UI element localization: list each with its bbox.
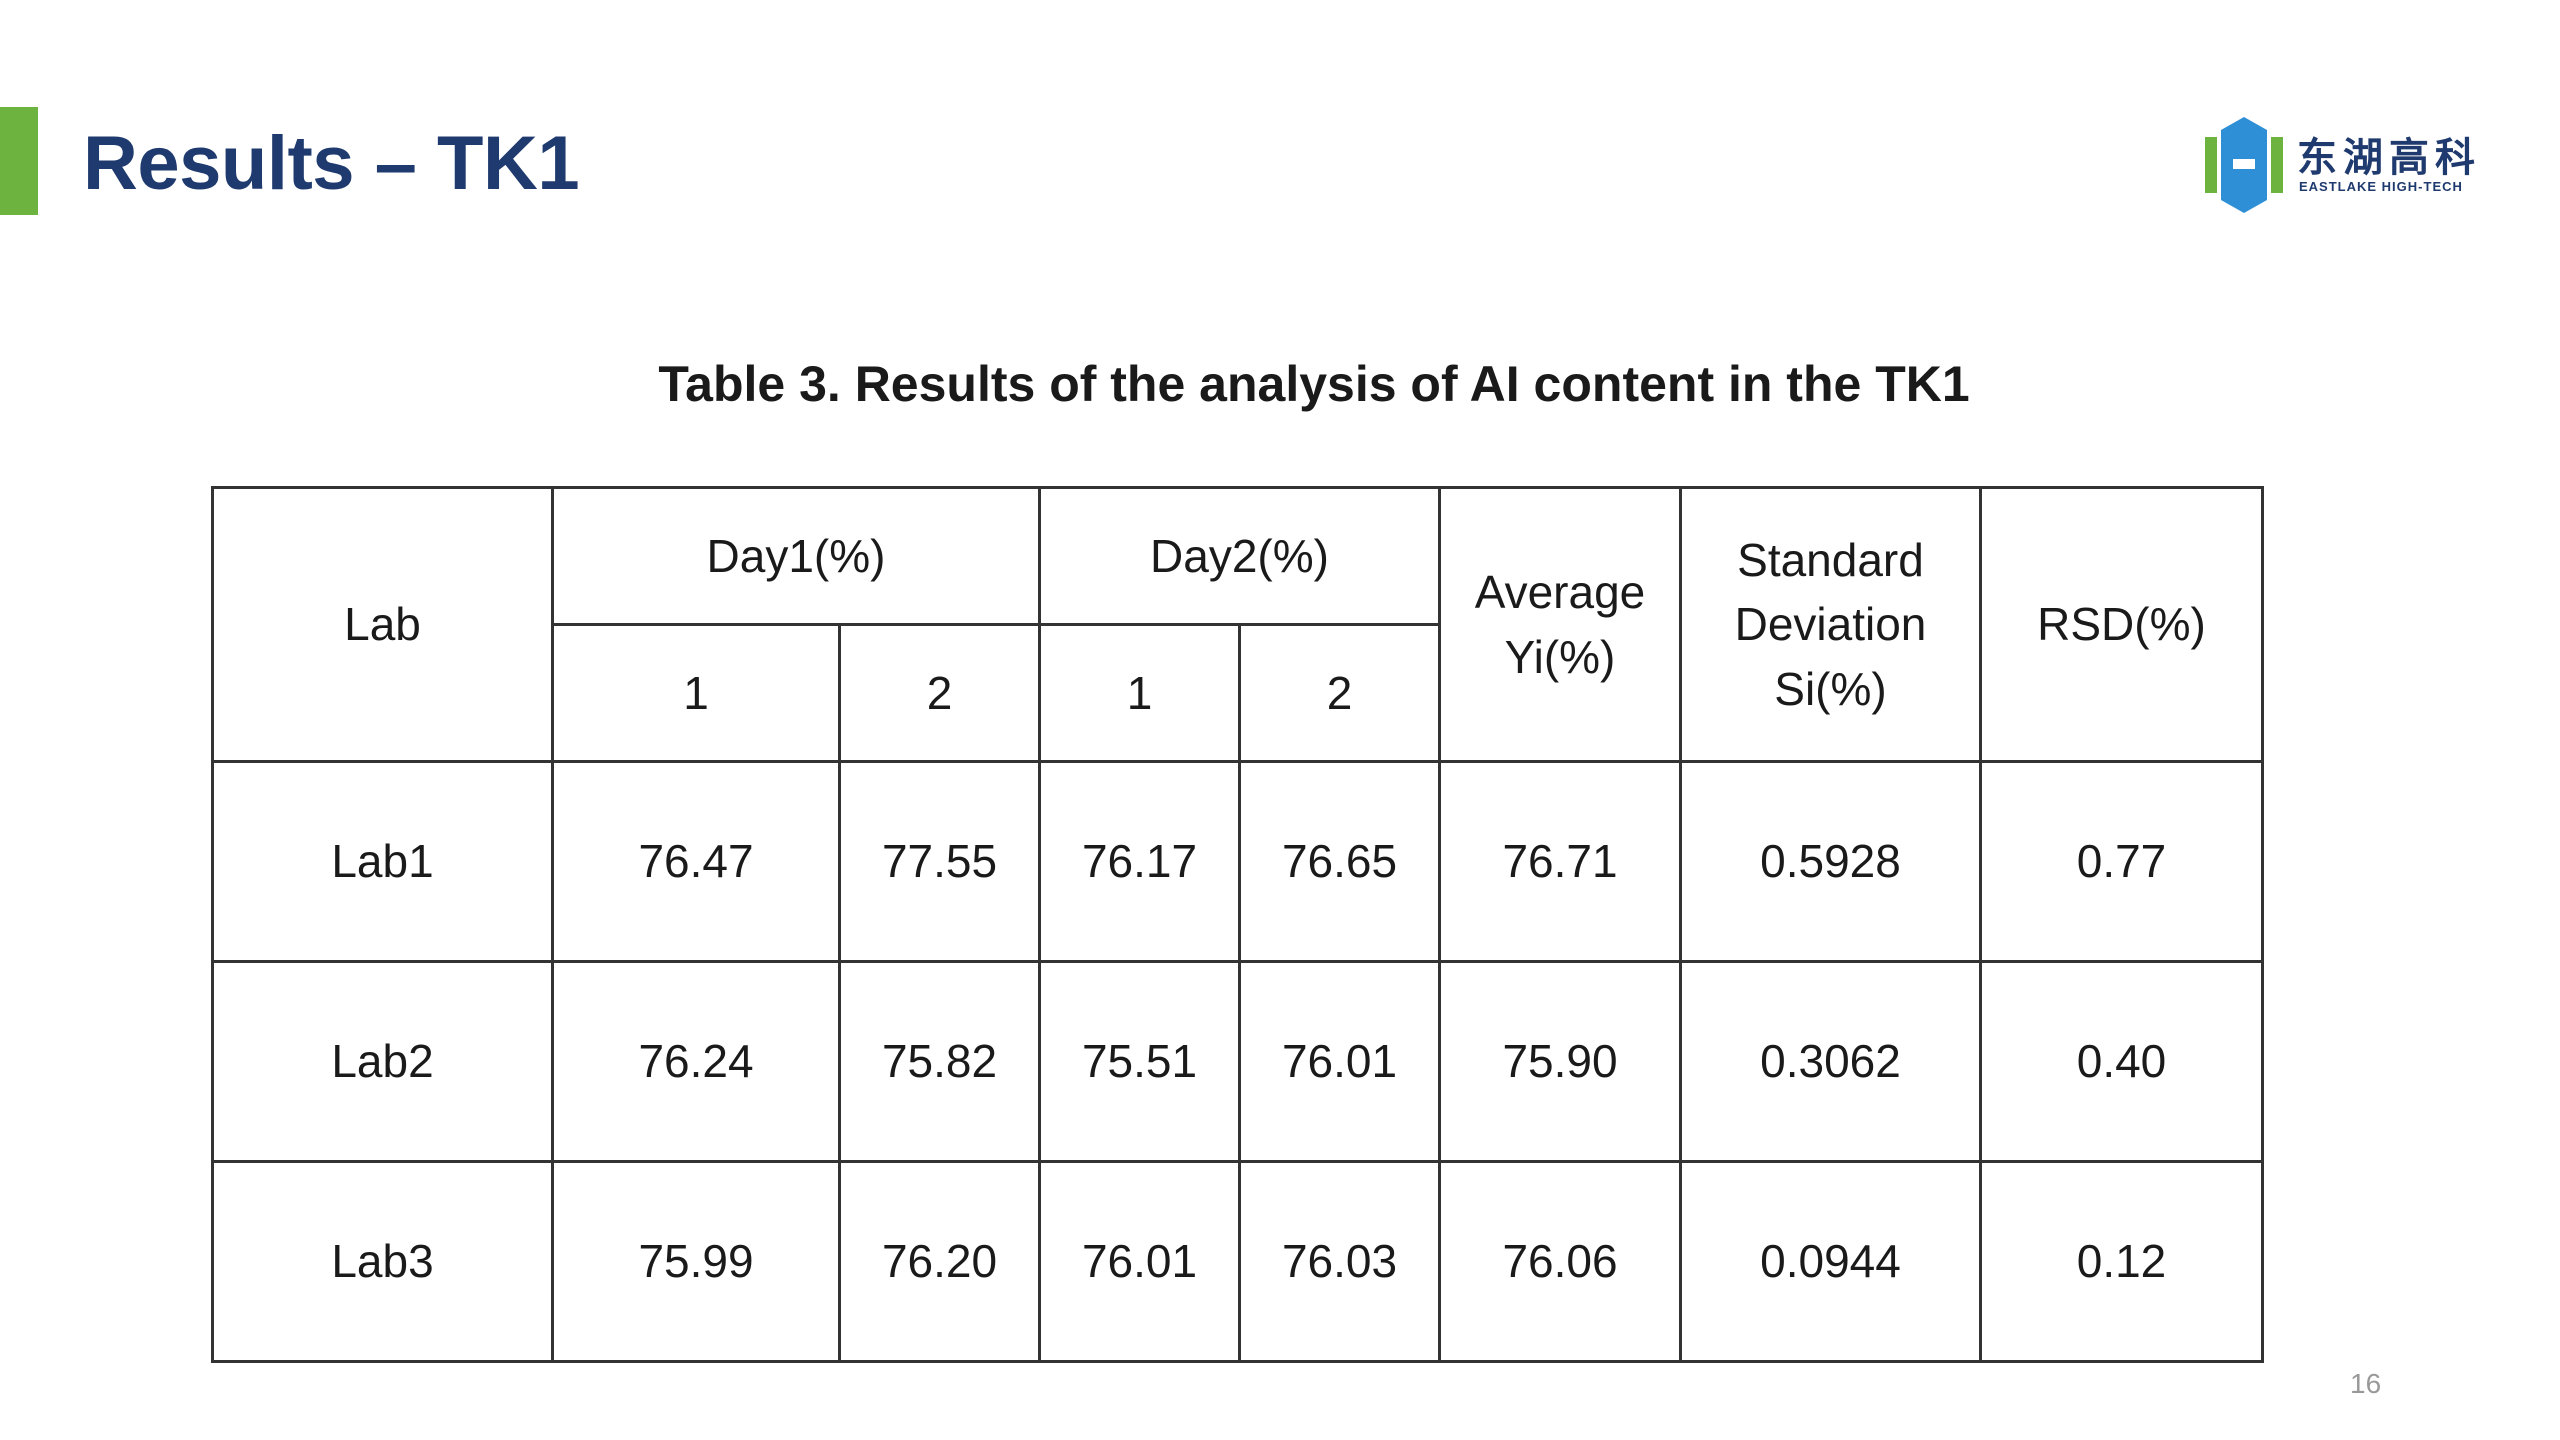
cell-day2-run2: 76.65	[1238, 760, 1441, 963]
cell-standard-deviation: 0.5928	[1679, 760, 1982, 963]
cell-day2-run2: 76.01	[1238, 960, 1441, 1163]
cell-day1-run1: 76.24	[551, 960, 841, 1163]
subheader-day1-run1: 1	[551, 623, 841, 763]
cell-standard-deviation: 0.3062	[1679, 960, 1982, 1163]
page-number: 16	[2350, 1368, 2382, 1399]
header-std-line-3: Si(%)	[1774, 662, 1887, 715]
cell-day1-run1: 75.99	[551, 1160, 841, 1363]
slide-title: Results – TK1	[83, 121, 580, 206]
cell-day2-run1: 76.01	[1038, 1160, 1241, 1363]
cell-average: 76.71	[1438, 760, 1682, 963]
cell-day1-run2: 76.20	[838, 1160, 1041, 1363]
header-average-line-2: Yi(%)	[1504, 630, 1616, 683]
table-row: Lab2 76.24 75.82 75.51 76.01 75.90 0.306…	[211, 960, 2264, 1163]
header-average: Average Yi(%)	[1438, 486, 1682, 763]
title-accent-bar	[0, 107, 38, 215]
cell-lab: Lab1	[211, 760, 554, 963]
table-caption: Table 3. Results of the analysis of AI c…	[658, 356, 1970, 412]
cell-day1-run2: 75.82	[838, 960, 1041, 1163]
subheader-day2-run2: 2	[1238, 623, 1441, 763]
cell-day2-run1: 75.51	[1038, 960, 1241, 1163]
header-day2: Day2(%)	[1038, 486, 1441, 626]
cell-day1-run2: 77.55	[838, 760, 1041, 963]
header-rsd: RSD(%)	[1979, 486, 2264, 763]
cell-lab: Lab2	[211, 960, 554, 1163]
cell-day1-run1: 76.47	[551, 760, 841, 963]
cell-lab: Lab3	[211, 1160, 554, 1363]
cell-rsd: 0.77	[1979, 760, 2264, 963]
cell-average: 76.06	[1438, 1160, 1682, 1363]
subheader-day1-run2: 2	[838, 623, 1041, 763]
table-row: Lab3 75.99 76.20 76.01 76.03 76.06 0.094…	[211, 1160, 2264, 1363]
cell-average: 75.90	[1438, 960, 1682, 1163]
cell-rsd: 0.40	[1979, 960, 2264, 1163]
company-logo: 东湖高科 EASTLAKE HIGH-TECH	[2205, 115, 2495, 215]
header-row: Lab Day1(%) Day2(%) Average Yi(%) Standa…	[211, 486, 2264, 763]
cell-day2-run2: 76.03	[1238, 1160, 1441, 1363]
logo-english-name: EASTLAKE HIGH-TECH	[2299, 179, 2463, 194]
header-std-line-2: Deviation	[1734, 598, 1927, 651]
header-standard-deviation: Standard Deviation Si(%)	[1679, 486, 1982, 763]
header-std-line-1: Standard	[1737, 533, 1924, 586]
cell-rsd: 0.12	[1979, 1160, 2264, 1363]
header-lab: Lab	[211, 486, 554, 763]
subheader-day2-run1: 1	[1038, 623, 1241, 763]
logo-chinese-name: 东湖高科	[2297, 135, 2481, 181]
cell-standard-deviation: 0.0944	[1679, 1160, 1982, 1363]
header-average-line-1: Average	[1474, 566, 1646, 619]
table-row: Lab1 76.47 77.55 76.17 76.65 76.71 0.592…	[211, 760, 2264, 963]
subheader-row: 1 2 1 2	[213, 623, 2263, 763]
header-day1: Day1(%)	[551, 486, 1041, 626]
cell-day2-run1: 76.17	[1038, 760, 1241, 963]
eastlake-logo-icon	[2205, 117, 2283, 213]
results-table: Lab Day1(%) Day2(%) Average Yi(%) Standa…	[211, 486, 2264, 1363]
